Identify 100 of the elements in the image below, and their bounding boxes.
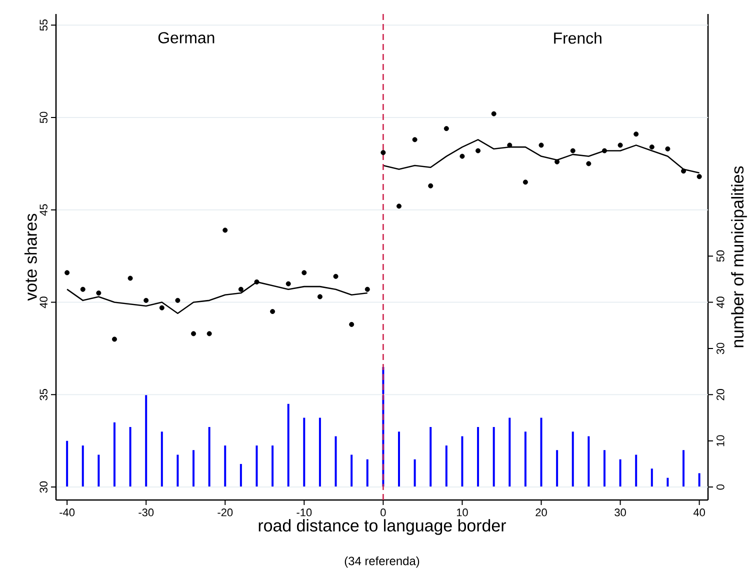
point [286, 281, 291, 286]
y2-tick-label: 30 [716, 342, 724, 354]
bar [176, 454, 179, 488]
point [586, 161, 592, 166]
point [112, 336, 117, 342]
point [64, 270, 70, 276]
point [175, 298, 180, 303]
bar [113, 422, 116, 488]
point [144, 298, 149, 303]
point [428, 183, 434, 188]
bar [682, 450, 685, 488]
bar [461, 436, 464, 488]
bar [430, 427, 432, 488]
point [317, 294, 322, 300]
annotation: French [554, 32, 602, 44]
y2-axis-title: number of municipalities [731, 166, 747, 348]
point [665, 146, 670, 152]
x-axis-title: road distance to language border [258, 519, 506, 535]
point [696, 174, 702, 180]
point [507, 142, 512, 148]
bar [287, 404, 290, 488]
bar [82, 445, 84, 488]
y2-tick-label: 20 [716, 389, 724, 400]
y-tick-label: 55 [40, 19, 48, 31]
point [681, 168, 686, 174]
bar [160, 432, 163, 488]
point [191, 331, 196, 336]
point [222, 228, 228, 233]
x-tick-label: 10 [456, 508, 468, 516]
bar [650, 468, 653, 488]
y-tick-label: 45 [40, 204, 48, 216]
annotation: German [158, 32, 214, 44]
bar [240, 464, 242, 488]
bar [492, 427, 495, 488]
bar [540, 418, 542, 488]
point [476, 148, 481, 154]
bar [145, 394, 148, 488]
bar [588, 436, 590, 488]
point [380, 150, 386, 156]
bar [477, 427, 480, 488]
bar [256, 445, 258, 488]
y-tick-label: 35 [40, 389, 48, 400]
point [128, 276, 133, 281]
point [570, 148, 576, 154]
point [238, 286, 244, 292]
point [96, 290, 102, 296]
point [649, 144, 654, 150]
bar [524, 432, 526, 488]
point [206, 331, 212, 336]
point [522, 180, 528, 185]
y2-tick-label: 10 [716, 435, 724, 446]
point [364, 286, 370, 292]
x-tick-label: -20 [218, 508, 233, 516]
y2-tick-label: 50 [716, 250, 724, 262]
bar [303, 418, 306, 488]
y2-tick-label: 40 [716, 296, 724, 308]
bar [272, 445, 274, 488]
bar [66, 440, 68, 488]
point [302, 270, 307, 276]
bar [366, 459, 368, 488]
bar [208, 427, 210, 488]
bar [508, 418, 511, 488]
point [412, 137, 418, 142]
point [254, 279, 260, 284]
bar [334, 436, 337, 488]
y-tick-label: 30 [40, 481, 48, 493]
bar [698, 473, 700, 488]
bar [603, 450, 606, 488]
point [554, 159, 560, 164]
bar [129, 427, 132, 488]
y-axis-title: vote shares [24, 214, 37, 301]
bar [224, 445, 226, 488]
text: (34 referenda) [344, 556, 420, 568]
x-tick-label: -30 [138, 508, 154, 516]
bar [318, 418, 321, 488]
x-tick-label: -40 [60, 508, 75, 516]
point [159, 305, 164, 310]
y2-tick-label: 0 [716, 484, 724, 490]
bar [414, 459, 416, 488]
x-tick-label: 20 [536, 508, 547, 516]
point [333, 274, 338, 279]
point [460, 154, 465, 159]
y-tick-label: 40 [40, 296, 48, 308]
point [349, 322, 354, 327]
bar [635, 454, 638, 488]
x-tick-label: 30 [614, 508, 626, 516]
point [618, 142, 623, 148]
x-tick-label: 40 [693, 508, 705, 516]
point [634, 132, 639, 137]
bar [350, 454, 353, 488]
bar [192, 450, 195, 488]
bar [398, 432, 400, 488]
point [270, 309, 276, 314]
bar [619, 459, 622, 488]
point [602, 148, 607, 154]
bar [666, 478, 669, 488]
y-tick-label: 50 [40, 112, 48, 124]
bar [445, 445, 448, 488]
bar [556, 450, 558, 488]
point [80, 286, 86, 292]
